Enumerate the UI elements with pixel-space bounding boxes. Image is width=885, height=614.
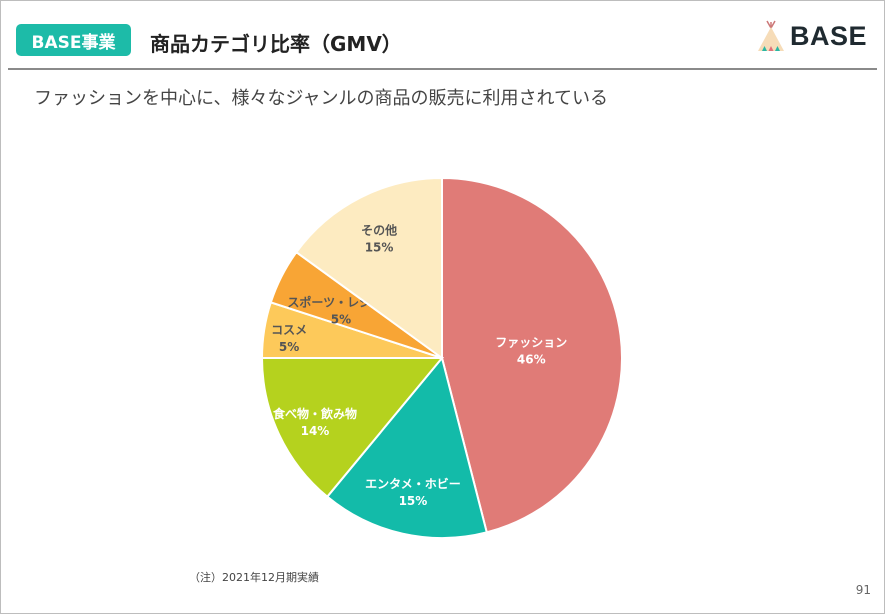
tent-icon bbox=[757, 20, 784, 51]
slice-category-label: ファッション bbox=[495, 336, 567, 350]
slide-title: 商品カテゴリ比率（GMV） bbox=[150, 32, 402, 56]
slice-value-label: 5% bbox=[279, 340, 299, 354]
slice-value-label: 15% bbox=[365, 241, 394, 255]
slice-value-label: 15% bbox=[399, 494, 428, 508]
header-divider bbox=[8, 68, 877, 70]
pie-slice bbox=[260, 357, 445, 499]
slice-value-label: 5% bbox=[331, 313, 351, 327]
pie-slice bbox=[441, 176, 623, 534]
pie-slice bbox=[294, 176, 443, 360]
slice-category-label: 食べ物・飲み物 bbox=[272, 406, 357, 421]
slice-value-label: 14% bbox=[301, 424, 330, 438]
slide-subtitle: ファッションを中心に、様々なジャンルの商品の販売に利用されている bbox=[34, 88, 609, 109]
footnote: （注）2021年12月期実績 bbox=[189, 571, 319, 584]
page-number: 91 bbox=[855, 583, 871, 597]
slice-category-label: その他 bbox=[361, 223, 397, 238]
slice-category-label: エンタメ・ホビー bbox=[365, 476, 461, 491]
section-badge: BASE事業 bbox=[16, 24, 131, 56]
pie-slice bbox=[325, 355, 488, 539]
slice-category-label: コスメ bbox=[271, 323, 307, 337]
base-logo: BASE bbox=[756, 20, 867, 52]
slice-value-label: 46% bbox=[517, 353, 546, 367]
